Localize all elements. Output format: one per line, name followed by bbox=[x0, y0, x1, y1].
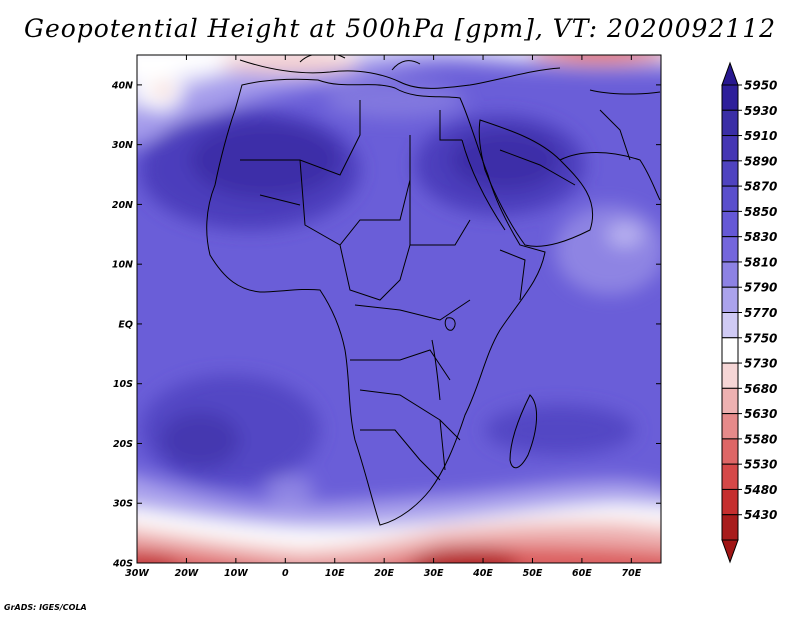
lon-tick-label: 10E bbox=[325, 568, 345, 579]
colorbar-swatch bbox=[721, 514, 739, 541]
colorbar-swatch bbox=[721, 438, 739, 465]
lat-tick-label: EQ bbox=[118, 319, 133, 330]
colorbar-swatch bbox=[721, 135, 739, 162]
lat-tick-label: 40S bbox=[112, 559, 133, 570]
lon-tick-label: 60E bbox=[572, 568, 592, 579]
lat-tick-label: 10S bbox=[113, 379, 133, 390]
lat-tick-label: 10N bbox=[112, 260, 133, 271]
colorbar-label: 5750 bbox=[744, 331, 777, 345]
colorbar-swatch bbox=[721, 185, 739, 212]
colorbar-swatch bbox=[721, 488, 739, 516]
colorbar-label: 5830 bbox=[744, 230, 777, 244]
lat-tick-label: 30S bbox=[113, 499, 133, 510]
lon-tick-label: 30W bbox=[125, 568, 149, 579]
lat-tick-label: 20N bbox=[112, 200, 133, 211]
grads-credit: GrADS: IGES/COLA bbox=[4, 603, 87, 612]
lon-tick-label: 30E bbox=[424, 568, 444, 579]
colorbar-swatch bbox=[721, 312, 739, 339]
colorbar-swatch bbox=[721, 160, 739, 187]
colorbar-label: 5950 bbox=[744, 79, 777, 93]
colorbar-label: 5930 bbox=[744, 104, 777, 118]
colorbar-swatch bbox=[721, 261, 739, 288]
lat-tick-label: 40N bbox=[111, 80, 133, 91]
colorbar-label: 5630 bbox=[744, 407, 777, 421]
lon-tick-label: 20W bbox=[175, 568, 199, 579]
colorbar-swatch bbox=[721, 84, 739, 111]
colorbar-bottom-arrow bbox=[721, 539, 739, 564]
lat-tick-label: 30N bbox=[112, 140, 133, 151]
colorbar-label: 5430 bbox=[744, 508, 777, 522]
colorbar-label: 5770 bbox=[744, 306, 777, 320]
lat-tick-label: 20S bbox=[113, 439, 133, 450]
colorbar-swatch bbox=[721, 286, 739, 314]
lon-tick-label: 10W bbox=[224, 568, 248, 579]
colorbar: 5950 5930 5910 5890 5870 5850 5830 5810 5790 5770… bbox=[721, 61, 777, 564]
colorbar-label: 5730 bbox=[744, 357, 777, 371]
colorbar-label: 5810 bbox=[744, 255, 777, 269]
colorbar-label: 5890 bbox=[744, 154, 777, 168]
lon-tick-label: 0 bbox=[282, 568, 289, 579]
colorbar-label: 5580 bbox=[744, 432, 777, 446]
colorbar-swatch bbox=[721, 463, 739, 490]
lon-tick-label: 70E bbox=[621, 568, 641, 579]
colorbar-label: 5870 bbox=[744, 180, 777, 194]
colorbar-label: 5530 bbox=[744, 458, 777, 472]
colorbar-swatch bbox=[721, 236, 739, 263]
colorbar-swatch bbox=[721, 109, 739, 137]
colorbar-swatch bbox=[721, 337, 739, 364]
map-title: Geopotential Height at 500hPa [gpm], VT:… bbox=[23, 14, 777, 43]
colorbar-swatch bbox=[721, 387, 739, 415]
colorbar-swatch bbox=[721, 413, 739, 440]
colorbar-label: 5790 bbox=[744, 281, 777, 295]
coastlines bbox=[206, 55, 661, 526]
colorbar-swatch bbox=[721, 362, 739, 389]
colorbar-swatch bbox=[721, 210, 739, 238]
colorbar-label: 5480 bbox=[744, 483, 777, 497]
height-field bbox=[137, 55, 661, 563]
colorbar-label: 5850 bbox=[744, 205, 777, 219]
map-frame bbox=[136, 54, 662, 564]
lon-tick-label: 20E bbox=[374, 568, 394, 579]
lon-tick-label: 40E bbox=[472, 568, 493, 579]
lon-tick-label: 50E bbox=[523, 568, 543, 579]
colorbar-label: 5680 bbox=[744, 382, 777, 396]
colorbar-label: 5910 bbox=[744, 129, 777, 143]
colorbar-top-arrow bbox=[721, 61, 739, 86]
